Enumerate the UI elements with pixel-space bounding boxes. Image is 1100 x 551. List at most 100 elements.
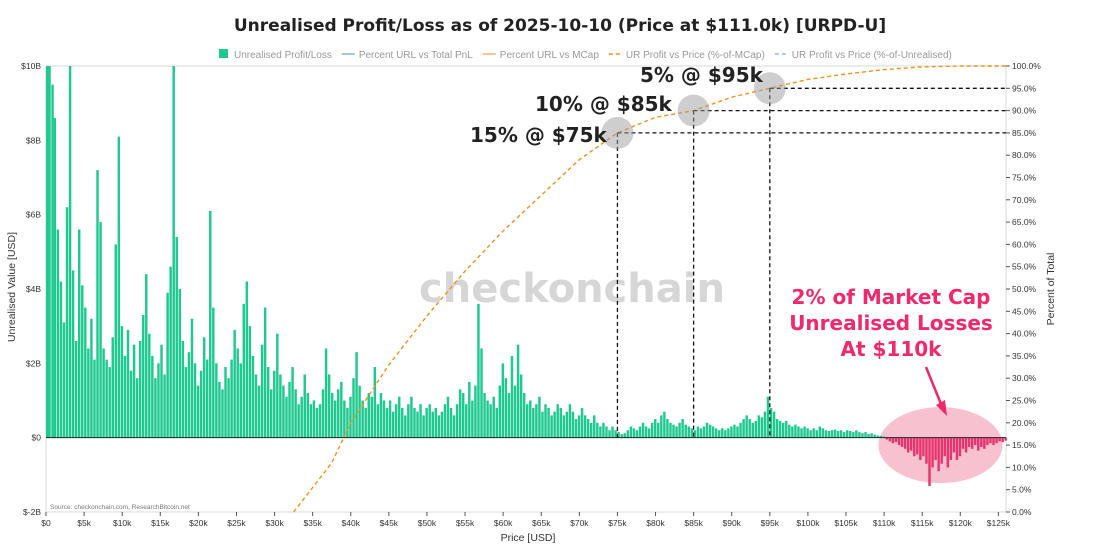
bar	[647, 428, 651, 438]
bar	[410, 396, 413, 438]
bar	[330, 393, 334, 438]
bar	[169, 266, 172, 438]
y-tick-label: $2B	[26, 358, 41, 368]
bar	[745, 415, 748, 438]
bar	[711, 426, 715, 438]
bar	[446, 396, 450, 438]
bar	[775, 419, 779, 438]
x-tick-label: $100k	[796, 518, 820, 528]
y-tick-label: $10B	[21, 61, 41, 71]
bar	[739, 422, 742, 438]
x-tick-label: $60k	[494, 518, 513, 528]
bar	[233, 329, 236, 438]
bar	[443, 404, 447, 438]
x-tick-label: $50k	[418, 518, 437, 528]
marker-circle	[601, 116, 634, 149]
bar	[852, 432, 855, 438]
annotation-label: 5% @ $95k	[640, 63, 764, 87]
bar	[760, 417, 764, 438]
source-note: Source: checkonchain.com, ResearchBitcoi…	[50, 504, 190, 511]
bar	[340, 381, 343, 438]
x-tick-label: $90k	[722, 518, 741, 528]
y2-tick-label: 85.0%	[1012, 128, 1037, 138]
x-tick-label: $85k	[684, 518, 703, 528]
bar	[532, 407, 535, 438]
y2-tick-label: 70.0%	[1012, 195, 1037, 205]
x-tick-label: $125k	[987, 518, 1011, 528]
bar	[791, 426, 794, 438]
bar	[785, 420, 788, 438]
bar	[769, 407, 773, 438]
bar	[120, 326, 124, 438]
y2-tick-label: 100.0%	[1012, 61, 1041, 71]
bar	[903, 437, 907, 449]
bar	[580, 407, 584, 438]
y2-tick-label: 95.0%	[1012, 83, 1037, 93]
bar	[748, 419, 751, 438]
y2-tick-label: 5.0%	[1012, 485, 1032, 495]
watermark-text: checkonchain	[419, 266, 725, 312]
bar	[842, 432, 846, 438]
bar	[99, 222, 102, 438]
bar	[763, 411, 767, 438]
y2-tick-label: 15.0%	[1012, 440, 1037, 450]
bar	[544, 404, 547, 438]
legend-item: Percent URL vs MCap	[482, 50, 600, 61]
x-tick-label: $75k	[608, 518, 627, 528]
bar	[916, 437, 919, 455]
legend-label: Percent URL vs MCap	[500, 50, 600, 61]
y2-tick-label: 50.0%	[1012, 284, 1037, 294]
bar	[675, 426, 678, 438]
bar	[949, 437, 953, 460]
bar	[550, 415, 553, 438]
legend-swatch	[219, 49, 228, 58]
bar	[641, 422, 645, 438]
bar	[879, 435, 882, 438]
bar	[583, 415, 587, 438]
x-tick-label: $0	[41, 518, 51, 528]
bar	[312, 400, 316, 438]
legend-label: UR Profit vs Price (%-of-MCap)	[626, 50, 765, 61]
bar	[678, 422, 681, 438]
y-axis-label: Unrealised Value [USD]	[6, 232, 18, 342]
x-tick-label: $120k	[949, 518, 973, 528]
bar	[449, 407, 453, 438]
bar	[590, 422, 593, 438]
bar	[151, 355, 154, 438]
bar	[724, 430, 727, 438]
bar	[260, 344, 264, 438]
bar	[666, 419, 669, 438]
bar	[239, 363, 242, 438]
bar	[742, 419, 745, 438]
bar	[352, 378, 355, 438]
bar	[282, 385, 285, 438]
bar	[946, 437, 950, 468]
bar	[565, 411, 569, 438]
bar	[358, 385, 361, 438]
bar	[48, 66, 51, 438]
bar	[986, 437, 989, 446]
x-tick-label: $115k	[911, 518, 934, 528]
x-tick-label: $110k	[873, 518, 896, 528]
bar	[148, 333, 151, 438]
bar	[266, 367, 270, 438]
bar	[980, 437, 983, 447]
bar	[571, 411, 575, 438]
bar	[876, 435, 879, 438]
bar	[93, 359, 96, 438]
bar	[547, 407, 550, 438]
y2-tick-label: 35.0%	[1012, 351, 1037, 361]
bar	[684, 424, 687, 438]
bar	[138, 341, 142, 438]
bar	[142, 315, 145, 438]
x-tick-label: $95k	[761, 518, 780, 528]
bar	[937, 437, 940, 472]
bar	[474, 385, 477, 438]
bar	[958, 437, 962, 457]
bar	[111, 337, 114, 438]
bar	[294, 389, 297, 438]
bar	[970, 437, 974, 449]
legend-item: Unrealised Profit/Loss	[219, 49, 332, 61]
bar	[65, 207, 69, 438]
bar	[367, 393, 370, 438]
